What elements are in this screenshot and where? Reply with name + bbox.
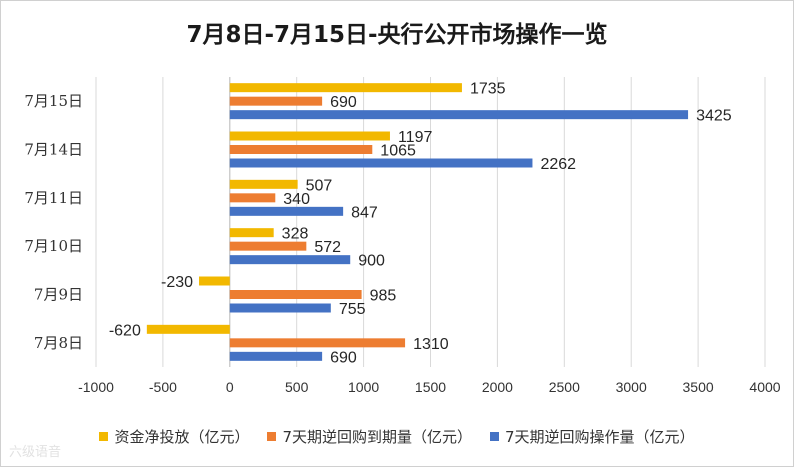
data-label-s1-c2: 340 [283,191,310,208]
data-label-s0-c3: 328 [282,226,309,243]
bar-s2-c0 [229,110,689,120]
legend-swatch-repo-maturity [267,431,277,441]
legend: 资金净投放（亿元） 7天期逆回购到期量（亿元） 7天期逆回购操作量（亿元） [1,425,793,447]
data-label-s0-c5: -620 [109,322,141,339]
legend-label-repo-maturity: 7天期逆回购到期量（亿元） [282,427,472,446]
data-label-s0-c1: 1197 [398,129,433,146]
y-category-label-1: 7月14日 [24,141,83,159]
data-label-s2-c1: 2262 [540,156,576,173]
bar-s1-c5 [229,338,406,348]
x-tick-label-4: 1000 [348,379,379,395]
bar-s2-c2 [229,206,344,216]
data-label-s1-c3: 572 [314,239,341,256]
x-tick-label-3: 500 [285,379,309,395]
data-label-s0-c4: -230 [161,274,193,291]
x-tick-label-0: -1000 [78,379,114,395]
data-label-s0-c0: 1735 [470,81,506,98]
y-category-label-0: 7月15日 [24,92,83,110]
x-tick-label-1: -500 [149,379,177,395]
bar-s1-c1 [229,145,373,154]
x-tick-label-9: 3500 [683,379,714,395]
x-tick-label-10: 4000 [749,379,780,395]
bar-s1-c2 [229,193,276,203]
legend-label-repo-operation: 7天期逆回购操作量（亿元） [505,427,695,446]
x-tick-label-6: 2000 [482,379,513,395]
legend-item-repo-maturity: 7天期逆回购到期量（亿元） [267,426,472,447]
data-label-s0-c2: 507 [306,177,333,194]
bar-s2-c1 [229,158,533,168]
legend-item-repo-operation: 7天期逆回购操作量（亿元） [490,426,695,447]
data-label-s1-c1: 1065 [380,143,416,160]
data-label-s2-c5: 690 [330,349,357,366]
data-label-s2-c2: 847 [351,204,378,221]
bar-s0-c5 [146,324,230,334]
data-label-s2-c4: 755 [339,301,366,318]
bar-s0-c3 [229,228,274,238]
data-label-s1-c0: 690 [330,94,357,111]
legend-swatch-net-injection [99,431,109,441]
bar-s2-c3 [229,255,351,265]
bar-s0-c4 [199,276,230,286]
bar-s2-c4 [229,303,331,313]
legend-swatch-repo-operation [490,431,499,441]
x-tick-label-5: 1500 [415,379,446,395]
data-label-s1-c4: 985 [370,288,397,305]
legend-item-net-injection: 资金净投放（亿元） [99,426,249,447]
x-tick-label-8: 3000 [616,379,647,395]
x-tick-label-7: 2500 [549,379,580,395]
bar-chart: -1000 -500 0 500 1000 1500 2000 2500 3000 3500 400… [24,77,781,395]
bar-s2-c5 [229,351,323,361]
bar-s1-c0 [229,96,323,106]
bar-s0-c0 [229,83,462,93]
y-category-label-5: 7月8日 [34,334,83,352]
bar-s0-c1 [229,131,390,141]
x-tick-label-2: 0 [226,379,234,395]
bar-s1-c3 [229,241,307,251]
y-category-label-3: 7月10日 [24,237,83,255]
data-label-s2-c3: 900 [358,253,385,270]
y-category-label-2: 7月11日 [24,189,83,207]
data-label-s2-c0: 3425 [696,108,732,125]
chart-title: 7月8日-7月15日-央行公开市场操作一览 [186,22,608,48]
legend-label-net-injection: 资金净投放（亿元） [114,427,250,446]
y-category-label-4: 7月9日 [34,286,83,304]
bar-s0-c2 [229,179,298,189]
watermark-logo: 六级语音 [9,445,62,460]
bar-s1-c4 [229,290,362,299]
data-label-s1-c5: 1310 [413,336,449,353]
